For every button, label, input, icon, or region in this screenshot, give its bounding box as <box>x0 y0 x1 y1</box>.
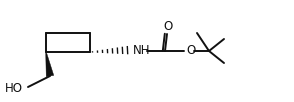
Text: HO: HO <box>5 83 23 95</box>
Text: O: O <box>163 21 173 33</box>
Polygon shape <box>46 52 54 77</box>
Text: O: O <box>186 44 195 58</box>
Text: NH: NH <box>133 44 151 58</box>
